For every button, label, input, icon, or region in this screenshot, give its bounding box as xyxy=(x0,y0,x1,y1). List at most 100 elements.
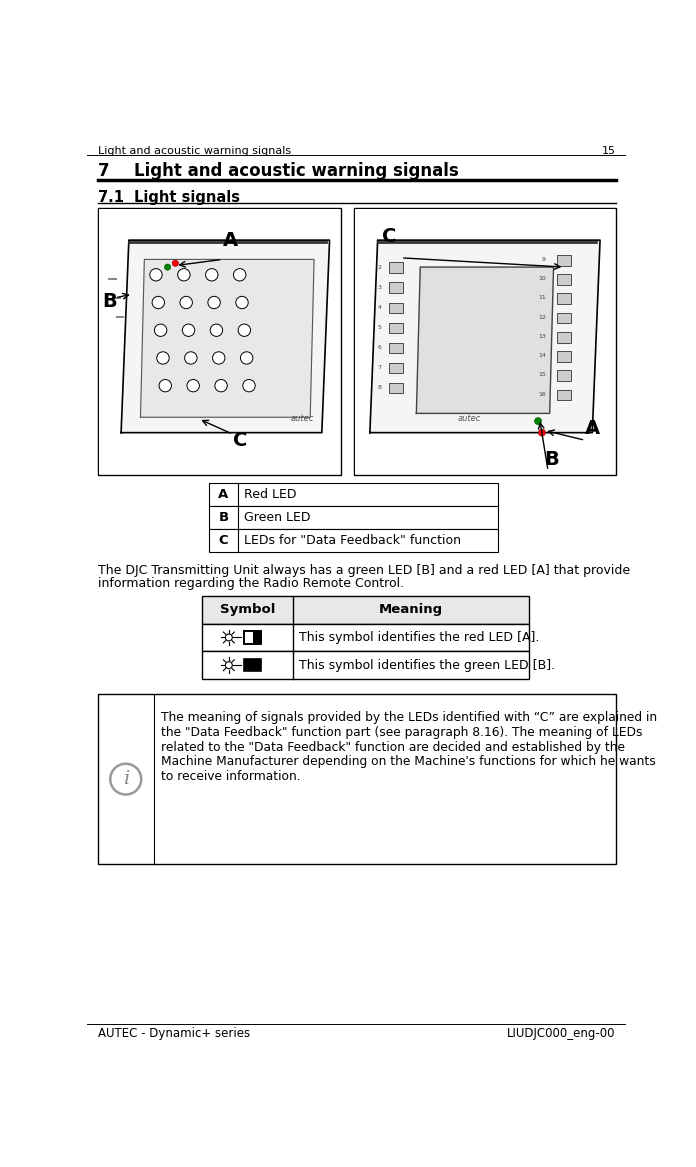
Text: 2: 2 xyxy=(377,265,381,270)
Bar xyxy=(209,529,498,552)
Circle shape xyxy=(180,296,192,308)
Bar xyxy=(389,343,403,354)
Text: Light and acoustic warning signals: Light and acoustic warning signals xyxy=(134,161,458,180)
Text: Meaning: Meaning xyxy=(379,603,443,616)
Text: autec: autec xyxy=(457,414,481,424)
Text: The meaning of signals provided by the LEDs identified with “C” are explained in: The meaning of signals provided by the L… xyxy=(161,712,658,725)
Circle shape xyxy=(152,296,164,308)
Text: 15: 15 xyxy=(601,146,615,156)
Circle shape xyxy=(150,268,162,281)
Text: information regarding the Radio Remote Control.: information regarding the Radio Remote C… xyxy=(98,576,404,589)
Text: 8: 8 xyxy=(378,385,381,390)
Polygon shape xyxy=(370,240,600,433)
Text: i: i xyxy=(122,770,129,788)
Text: 14: 14 xyxy=(538,354,546,358)
Text: LIUDJC000_eng-00: LIUDJC000_eng-00 xyxy=(507,1027,615,1040)
Circle shape xyxy=(226,634,232,641)
Text: Red LED: Red LED xyxy=(244,488,296,501)
Text: 4: 4 xyxy=(377,305,381,309)
Bar xyxy=(244,659,262,671)
Circle shape xyxy=(243,379,255,392)
Bar xyxy=(209,483,498,505)
Text: 3: 3 xyxy=(377,285,381,289)
Text: C: C xyxy=(219,534,228,547)
Bar xyxy=(389,302,403,313)
Circle shape xyxy=(212,351,225,364)
Text: Light signals: Light signals xyxy=(134,190,239,205)
Circle shape xyxy=(159,379,171,392)
Text: This symbol identifies the green LED [B].: This symbol identifies the green LED [B]… xyxy=(299,658,555,672)
Circle shape xyxy=(210,324,223,336)
Text: LEDs for "Data Feedback" function: LEDs for "Data Feedback" function xyxy=(244,534,461,547)
Text: This symbol identifies the red LED [A].: This symbol identifies the red LED [A]. xyxy=(299,631,539,644)
Text: 5: 5 xyxy=(378,324,381,329)
Bar xyxy=(209,505,498,529)
Text: the "Data Feedback" function part (see paragraph 8.16). The meaning of LEDs: the "Data Feedback" function part (see p… xyxy=(161,726,643,739)
Text: C: C xyxy=(233,431,248,449)
Text: 15: 15 xyxy=(538,372,546,377)
Circle shape xyxy=(226,662,232,669)
Circle shape xyxy=(205,268,218,281)
Text: AUTEC - Dynamic+ series: AUTEC - Dynamic+ series xyxy=(98,1027,250,1040)
Text: Light and acoustic warning signals: Light and acoustic warning signals xyxy=(98,146,291,156)
Text: 6: 6 xyxy=(378,344,381,350)
Bar xyxy=(389,322,403,334)
Bar xyxy=(253,631,262,644)
Circle shape xyxy=(172,260,178,266)
Bar xyxy=(389,383,403,393)
Bar xyxy=(202,651,529,679)
Bar xyxy=(557,274,571,285)
Circle shape xyxy=(233,268,246,281)
Circle shape xyxy=(240,351,253,364)
Circle shape xyxy=(182,324,195,336)
Polygon shape xyxy=(141,259,314,418)
Bar xyxy=(557,390,571,400)
Circle shape xyxy=(215,379,228,392)
Text: 13: 13 xyxy=(538,334,546,338)
Bar xyxy=(98,694,615,864)
Bar xyxy=(557,331,571,343)
Bar xyxy=(389,282,403,293)
Circle shape xyxy=(164,264,171,271)
Circle shape xyxy=(184,351,197,364)
Circle shape xyxy=(535,418,541,425)
Text: to receive information.: to receive information. xyxy=(161,770,301,783)
Bar xyxy=(99,209,340,474)
Bar xyxy=(557,293,571,305)
Circle shape xyxy=(110,763,141,795)
Text: B: B xyxy=(102,292,117,312)
Circle shape xyxy=(155,324,167,336)
Bar xyxy=(244,631,262,644)
Text: autec: autec xyxy=(291,414,314,424)
Text: C: C xyxy=(382,226,397,246)
Circle shape xyxy=(539,429,546,436)
Circle shape xyxy=(238,324,251,336)
Text: 10: 10 xyxy=(538,277,546,281)
Bar xyxy=(557,254,571,266)
Bar xyxy=(389,363,403,373)
Circle shape xyxy=(187,379,199,392)
Polygon shape xyxy=(416,267,553,413)
Bar xyxy=(389,263,403,273)
Text: B: B xyxy=(544,450,559,469)
Circle shape xyxy=(157,351,169,364)
Bar xyxy=(557,313,571,323)
Bar xyxy=(202,623,529,651)
Text: 7: 7 xyxy=(98,161,109,180)
Circle shape xyxy=(208,296,221,308)
Bar xyxy=(557,370,571,382)
Text: 7.1: 7.1 xyxy=(98,190,124,205)
Text: B: B xyxy=(219,511,228,524)
Text: A: A xyxy=(585,419,601,439)
Bar xyxy=(202,596,529,623)
Text: The DJC Transmitting Unit always has a green LED [B] and a red LED [A] that prov: The DJC Transmitting Unit always has a g… xyxy=(98,564,630,576)
Bar xyxy=(557,351,571,362)
Circle shape xyxy=(236,296,248,308)
Polygon shape xyxy=(121,240,330,433)
Text: 9: 9 xyxy=(541,257,546,261)
Text: related to the "Data Feedback" function are decided and established by the: related to the "Data Feedback" function … xyxy=(161,741,626,754)
Text: 7: 7 xyxy=(377,365,381,370)
Text: Green LED: Green LED xyxy=(244,511,311,524)
Bar xyxy=(98,208,341,475)
Text: 16: 16 xyxy=(538,392,546,397)
